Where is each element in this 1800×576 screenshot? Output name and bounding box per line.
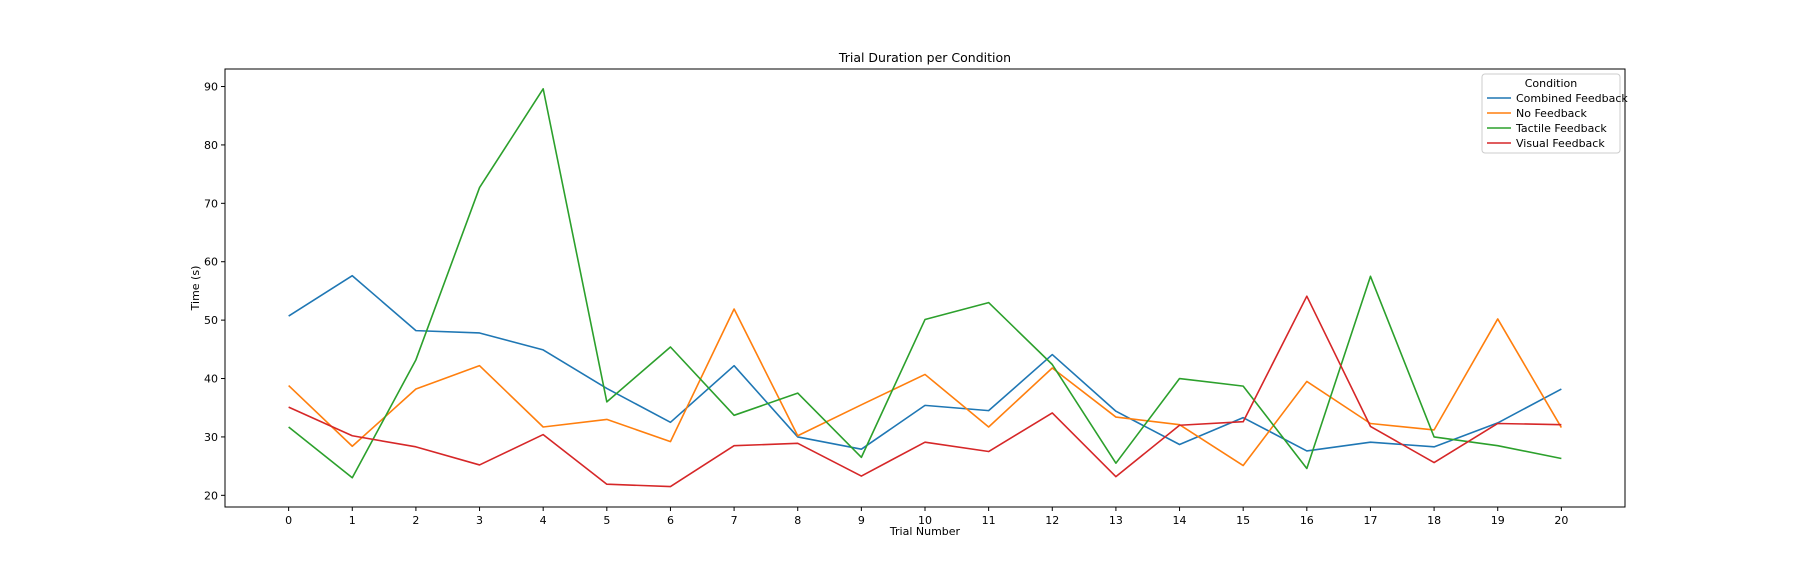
legend-label: Visual Feedback (1516, 137, 1605, 150)
x-tick-label: 4 (540, 514, 547, 527)
x-tick-label: 5 (603, 514, 610, 527)
x-axis-label: Trial Number (889, 525, 961, 538)
y-tick-label: 70 (204, 197, 218, 210)
x-tick-label: 9 (858, 514, 865, 527)
legend-label: Tactile Feedback (1515, 122, 1607, 135)
chart-title: Trial Duration per Condition (838, 50, 1011, 65)
plot-frame (224, 68, 1626, 508)
series-line-visual-feedback (288, 295, 1562, 488)
x-tick-label: 19 (1491, 514, 1505, 527)
y-axis-label: Time (s) (189, 266, 202, 312)
series-line-tactile-feedback (288, 88, 1562, 479)
legend-box (1481, 73, 1621, 154)
x-tick-label: 1 (349, 514, 356, 527)
x-tick-label: 3 (476, 514, 483, 527)
x-tick-label: 16 (1300, 514, 1314, 527)
x-tick-label: 2 (412, 514, 419, 527)
x-tick-label: 12 (1045, 514, 1059, 527)
y-tick-label: 90 (204, 81, 218, 94)
x-tick-label: 0 (285, 514, 292, 527)
legend-title: Condition (1525, 77, 1578, 90)
legend-label: No Feedback (1516, 107, 1587, 120)
y-tick-label: 50 (204, 314, 218, 327)
y-tick-label: 40 (204, 373, 218, 386)
x-tick-label: 15 (1236, 514, 1250, 527)
y-tick-label: 60 (204, 256, 218, 269)
x-tick-label: 10 (918, 514, 932, 527)
y-tick-label: 80 (204, 139, 218, 152)
x-tick-label: 7 (731, 514, 738, 527)
x-tick-label: 20 (1554, 514, 1568, 527)
x-tick-label: 14 (1173, 514, 1187, 527)
x-tick-label: 8 (794, 514, 801, 527)
y-tick-label: 30 (204, 431, 218, 444)
series-line-no-feedback (288, 308, 1563, 467)
x-tick-label: 6 (667, 514, 674, 527)
y-tick-label: 20 (204, 489, 218, 502)
series-line-combined-feedback (288, 274, 1562, 452)
legend-label: Combined Feedback (1516, 92, 1628, 105)
x-tick-label: 11 (982, 514, 996, 527)
x-tick-label: 18 (1427, 514, 1441, 527)
x-tick-label: 17 (1363, 514, 1377, 527)
x-tick-label: 13 (1109, 514, 1123, 527)
